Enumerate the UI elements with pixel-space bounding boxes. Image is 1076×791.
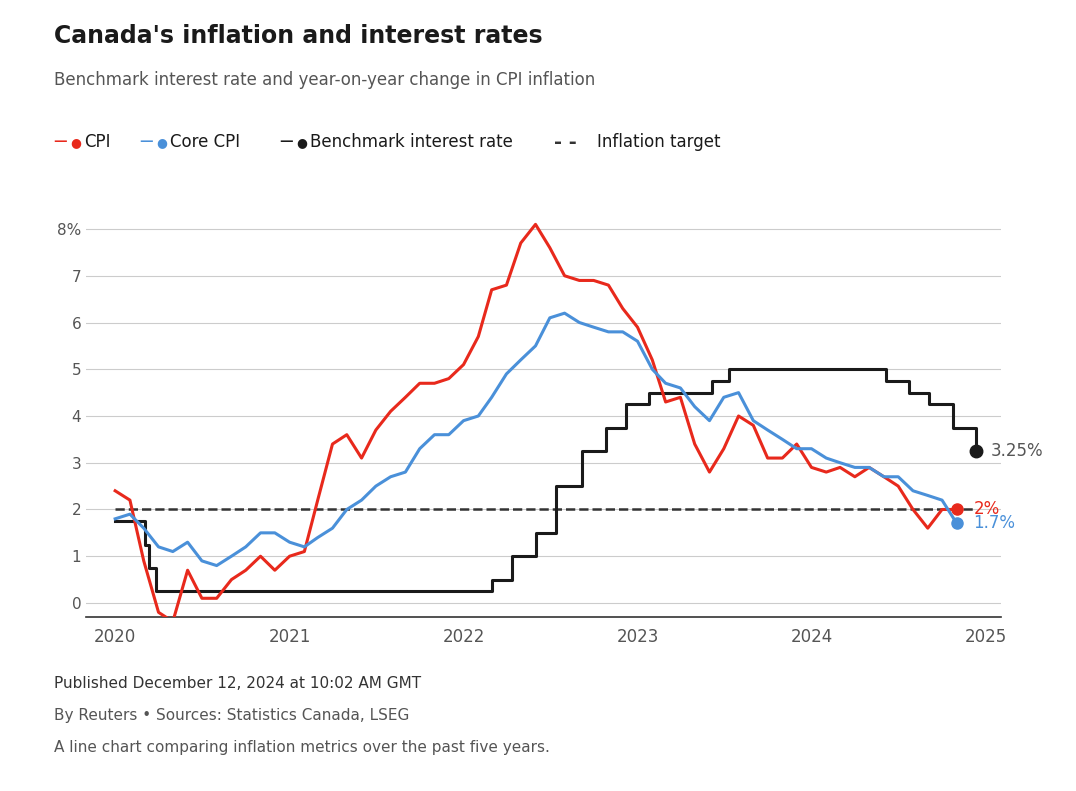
Text: A line chart comparing inflation metrics over the past five years.: A line chart comparing inflation metrics… [54, 740, 550, 755]
Text: 3.25%: 3.25% [990, 442, 1043, 460]
Text: ─: ─ [54, 133, 66, 152]
Text: Inflation target: Inflation target [597, 134, 721, 151]
Text: Canada's inflation and interest rates: Canada's inflation and interest rates [54, 24, 542, 47]
Text: - -: - - [554, 133, 577, 152]
Text: Benchmark interest rate: Benchmark interest rate [310, 134, 513, 151]
Text: 2%: 2% [974, 501, 1000, 518]
Text: 1.7%: 1.7% [974, 514, 1016, 532]
Text: CPI: CPI [84, 134, 111, 151]
Text: ─: ─ [280, 133, 292, 152]
Text: Benchmark interest rate and year-on-year change in CPI inflation: Benchmark interest rate and year-on-year… [54, 71, 595, 89]
Text: Core CPI: Core CPI [170, 134, 240, 151]
Text: Published December 12, 2024 at 10:02 AM GMT: Published December 12, 2024 at 10:02 AM … [54, 676, 421, 691]
Text: ●: ● [70, 136, 81, 149]
Text: ─: ─ [140, 133, 152, 152]
Text: ●: ● [156, 136, 167, 149]
Text: By Reuters • Sources: Statistics Canada, LSEG: By Reuters • Sources: Statistics Canada,… [54, 708, 409, 723]
Text: ●: ● [296, 136, 307, 149]
